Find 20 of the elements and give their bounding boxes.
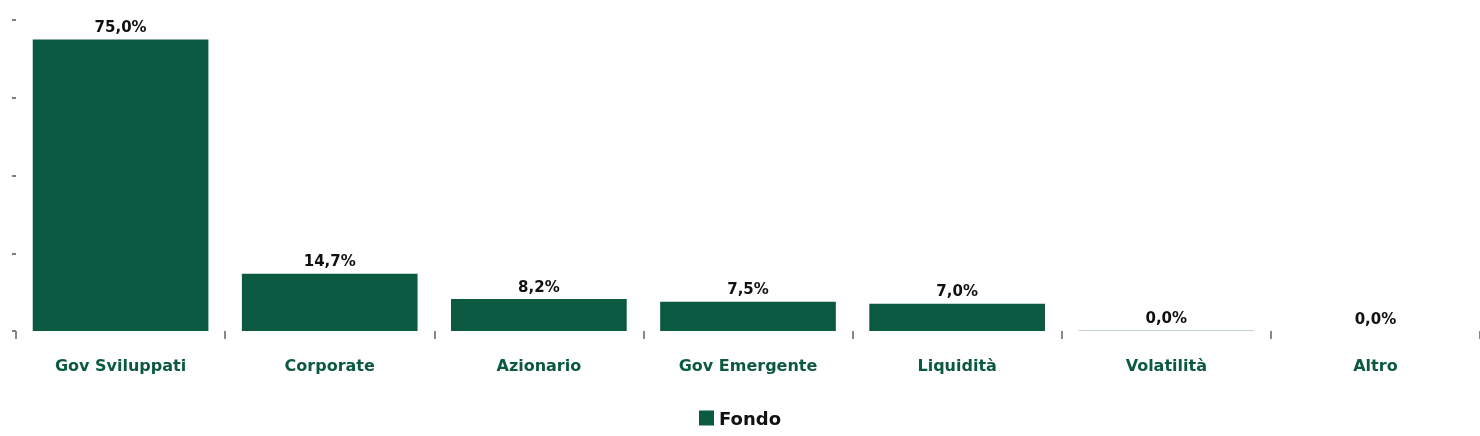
x-tick-label: Altro — [1353, 355, 1398, 375]
data-label: 75,0% — [94, 17, 147, 36]
bar — [241, 273, 418, 331]
data-label: 0,0% — [1354, 309, 1397, 328]
x-tick-label: Corporate — [284, 355, 375, 375]
x-tick-label: Azionario — [496, 355, 582, 375]
x-tick-label: Liquidità — [917, 355, 997, 375]
data-label: 7,0% — [936, 282, 978, 301]
bar — [660, 301, 836, 331]
bar — [869, 303, 1045, 331]
data-label: 14,7% — [303, 252, 356, 271]
x-tick-label: Gov Sviluppati — [54, 355, 187, 375]
bar — [32, 39, 209, 331]
bar — [451, 299, 627, 331]
data-label: 0,0% — [1145, 309, 1188, 328]
legend-label: Fondo — [719, 407, 781, 429]
x-tick-label: Gov Emergente — [678, 355, 818, 375]
data-label: 7,5% — [727, 280, 769, 299]
data-label: 8,2% — [518, 277, 560, 296]
x-tick-label: Volatilità — [1125, 355, 1207, 375]
